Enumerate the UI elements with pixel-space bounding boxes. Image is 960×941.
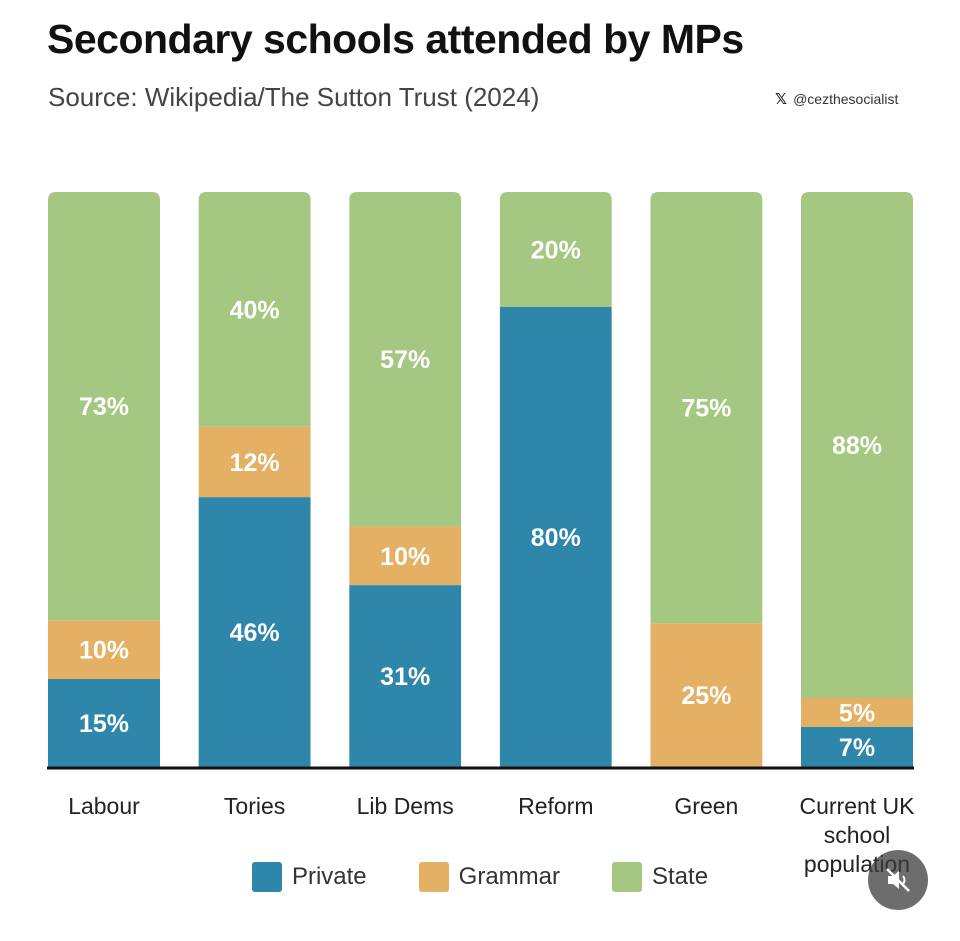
data-label-lib-dems-state: 57% bbox=[380, 346, 430, 374]
legend-swatch-private bbox=[251, 862, 282, 892]
x-tick-label-tories: Tories bbox=[224, 793, 285, 819]
bar-group-green bbox=[650, 192, 763, 767]
x-tick-label-green: Green bbox=[674, 793, 738, 819]
x-tick-label-current-uk-school-population: Current UK school population bbox=[799, 793, 915, 877]
data-label-tories-grammar: 12% bbox=[230, 449, 280, 477]
bar-segment-labour-grammar bbox=[48, 620, 160, 679]
bar-segment-lib-dems-grammar bbox=[349, 526, 462, 586]
x-logo-icon: 𝕏 bbox=[775, 91, 788, 108]
bar-group-tories bbox=[198, 192, 311, 767]
data-label-current-uk-school-population-grammar: 5% bbox=[839, 699, 875, 727]
bar-group-reform bbox=[499, 192, 612, 767]
x-tick-label-labour: Labour bbox=[68, 793, 140, 819]
legend-label-state: State bbox=[652, 863, 709, 890]
bar-segment-green-state bbox=[650, 192, 763, 624]
data-label-reform-private: 80% bbox=[531, 524, 581, 552]
bar-segment-current-uk-school-population-private bbox=[801, 726, 913, 767]
x-tick-label-lib-dems: Lib Dems bbox=[357, 793, 454, 819]
data-label-labour-private: 15% bbox=[79, 710, 129, 738]
bar-segment-tories-grammar bbox=[198, 426, 311, 498]
bar-segment-labour-state bbox=[48, 192, 160, 621]
legend-label-private: Private bbox=[291, 863, 367, 890]
data-label-green-grammar: 25% bbox=[681, 682, 731, 710]
legend-label-grammar: Grammar bbox=[458, 863, 560, 890]
bar-segment-tories-private bbox=[198, 497, 311, 767]
chart-subtitle: Source: Wikipedia/The Sutton Trust (2024… bbox=[48, 82, 540, 112]
legend-item-grammar: Grammar bbox=[418, 862, 560, 892]
data-label-tories-private: 46% bbox=[230, 619, 280, 647]
bar-segment-current-uk-school-population-state bbox=[801, 192, 913, 698]
social-handle: 𝕏 @cezthesocialist bbox=[775, 90, 898, 108]
data-label-green-state: 75% bbox=[681, 395, 731, 423]
data-label-current-uk-school-population-private: 7% bbox=[839, 734, 875, 762]
bar-group-labour bbox=[48, 192, 160, 767]
chart-title: Secondary schools attended by MPs bbox=[47, 16, 744, 62]
bar-segment-tories-state bbox=[198, 192, 311, 427]
data-label-labour-grammar: 10% bbox=[79, 637, 129, 665]
bar-group-current-uk-school-population bbox=[801, 192, 913, 767]
legend-swatch-grammar bbox=[418, 862, 449, 892]
data-label-tories-state: 40% bbox=[230, 296, 280, 324]
data-label-reform-state: 20% bbox=[531, 237, 581, 265]
handle-text: @cezthesocialist bbox=[793, 91, 899, 107]
muted-speaker-icon bbox=[886, 868, 910, 892]
bar-segment-lib-dems-private bbox=[349, 585, 462, 767]
mute-button[interactable] bbox=[868, 850, 928, 910]
data-label-lib-dems-private: 31% bbox=[380, 663, 430, 691]
bar-segment-labour-private bbox=[48, 678, 160, 767]
bar-segment-reform-state bbox=[499, 192, 612, 307]
x-tick-label-reform: Reform bbox=[518, 793, 593, 819]
bar-segment-current-uk-school-population-grammar bbox=[801, 698, 913, 727]
bar-segment-reform-private bbox=[499, 307, 612, 767]
legend-item-state: State bbox=[612, 862, 708, 892]
legend-item-private: Private bbox=[251, 862, 367, 892]
bar-segment-lib-dems-state bbox=[349, 192, 462, 527]
bar-group-lib-dems bbox=[349, 192, 462, 767]
chart-legend: Private Grammar State bbox=[0, 862, 960, 892]
data-label-lib-dems-grammar: 10% bbox=[380, 543, 430, 571]
data-label-current-uk-school-population-state: 88% bbox=[832, 432, 882, 460]
data-label-labour-state: 73% bbox=[79, 393, 129, 421]
bar-segment-green-grammar bbox=[650, 623, 763, 767]
legend-swatch-state bbox=[612, 862, 642, 892]
